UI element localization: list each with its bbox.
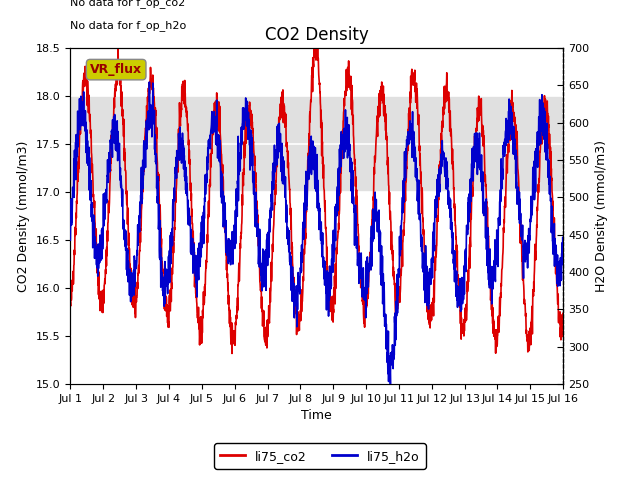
- li75_co2: [516, 208, 524, 214]
- Text: No data for f_op_h2o: No data for f_op_h2o: [70, 20, 187, 31]
- li75_h2o: [530, 174, 538, 180]
- Title: CO2 Density: CO2 Density: [265, 25, 369, 44]
- Y-axis label: CO2 Density (mmol/m3): CO2 Density (mmol/m3): [17, 140, 30, 292]
- li75_co2: [115, 45, 122, 51]
- li75_co2: [67, 300, 74, 306]
- Text: No data for f_op_co2: No data for f_op_co2: [70, 0, 186, 8]
- Line: li75_h2o: li75_h2o: [70, 82, 563, 384]
- li75_co2: [559, 314, 567, 320]
- li75_h2o: [387, 381, 394, 387]
- li75_h2o: [145, 79, 153, 85]
- X-axis label: Time: Time: [301, 409, 332, 422]
- li75_co2: [530, 279, 538, 285]
- li75_h2o: [460, 272, 468, 278]
- li75_co2: [342, 91, 349, 97]
- Legend: li75_co2, li75_h2o: li75_co2, li75_h2o: [214, 444, 426, 469]
- li75_co2: [228, 350, 236, 356]
- Line: li75_co2: li75_co2: [70, 48, 563, 353]
- Y-axis label: H2O Density (mmol/m3): H2O Density (mmol/m3): [595, 140, 608, 292]
- li75_h2o: [516, 220, 524, 226]
- li75_co2: [204, 212, 212, 218]
- li75_co2: [460, 333, 468, 339]
- li75_h2o: [331, 220, 339, 226]
- li75_h2o: [342, 107, 349, 113]
- Text: VR_flux: VR_flux: [90, 63, 142, 76]
- li75_h2o: [204, 159, 212, 165]
- Bar: [70, 96, 563, 192]
- li75_h2o: [67, 237, 74, 243]
- li75_co2: [331, 288, 339, 293]
- li75_h2o: [559, 246, 567, 252]
